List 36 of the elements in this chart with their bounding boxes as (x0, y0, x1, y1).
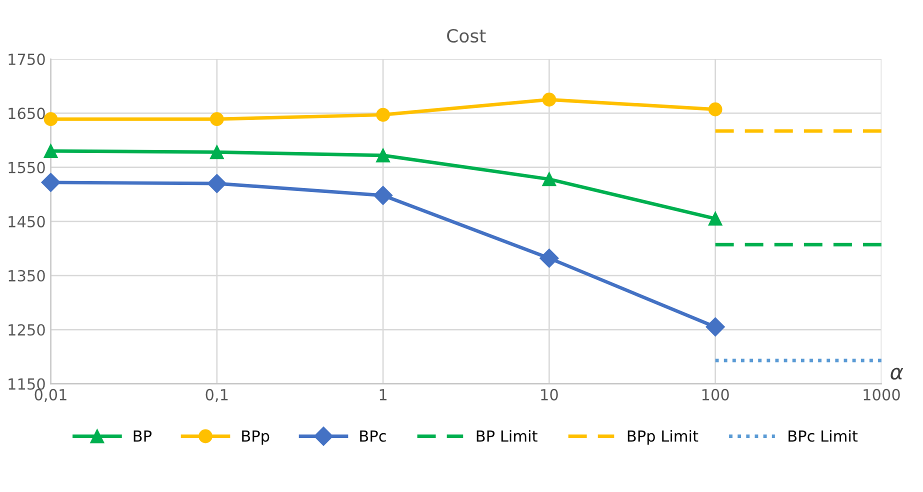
point (708, 102, 722, 116)
point (540, 248, 559, 268)
y-tick-label: 1150 (8, 378, 45, 390)
y-tick-label: 1350 (8, 270, 45, 282)
y-tick-label: 1250 (8, 324, 45, 336)
legend-label: BPp Limit (628, 430, 698, 445)
legend-label: BPp (242, 430, 270, 445)
point (542, 92, 556, 107)
point (376, 108, 390, 122)
x-tick-label: 1000 (864, 388, 900, 400)
x-tick-label: 100 (702, 388, 729, 400)
x-tick-label: 1 (380, 389, 386, 400)
point (210, 145, 224, 160)
y-tick-label: 1750 (8, 54, 45, 66)
legend-label: BPc Limit (788, 430, 858, 442)
x-axis-title: α (890, 368, 904, 380)
point (542, 172, 556, 186)
point (374, 186, 393, 205)
point (706, 317, 725, 336)
point (44, 112, 58, 126)
y-tick-label: 1650 (8, 108, 45, 120)
y-tick-label: 1550 (8, 162, 45, 174)
point (44, 144, 58, 158)
point (708, 212, 722, 226)
point (376, 148, 390, 162)
legend-label: BP Limit (476, 430, 538, 442)
y-tick-label: 1450 (8, 216, 45, 228)
point (41, 172, 60, 192)
point (210, 112, 224, 126)
legend-label: BPc (360, 430, 386, 442)
x-tick-label: 0,01 (34, 388, 66, 402)
legend-label: BP (134, 430, 152, 442)
x-tick-label: 10 (541, 388, 558, 400)
point (207, 174, 226, 194)
chart-title: Cost (447, 28, 486, 43)
x-tick-label: 0,1 (206, 388, 228, 402)
